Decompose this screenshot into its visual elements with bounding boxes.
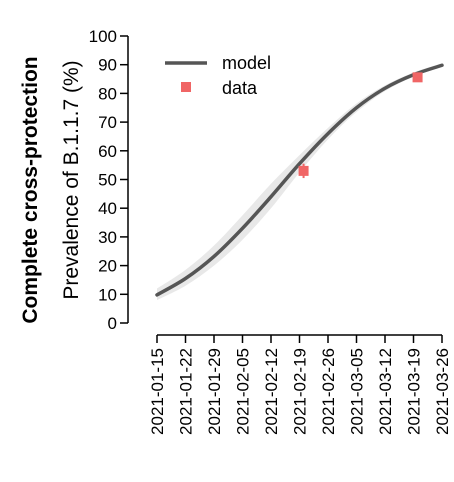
x-tick-label: 2021-01-15: [148, 348, 167, 435]
y-tick-label: 0: [108, 314, 117, 333]
x-tick-label: 2021-01-29: [205, 348, 224, 435]
x-tick-label: 2021-02-19: [291, 348, 310, 435]
y-tick-label: 40: [98, 199, 117, 218]
x-tick-label: 2021-03-19: [405, 348, 424, 435]
y-tick-label: 20: [98, 257, 117, 276]
x-tick-label: 2021-03-05: [348, 348, 367, 435]
axes: 0 10 20 30 40 50 60 70 80 90 100 2021-01-15 2021-01-…: [89, 27, 452, 435]
y-tick-label: 100: [89, 27, 117, 46]
y-axis-title: Prevalence of B.1.1.7 (%): [60, 60, 83, 299]
y-tick-label: 70: [98, 113, 117, 132]
y-tick-label: 60: [98, 142, 117, 161]
legend-model-label: model: [222, 53, 271, 73]
side-title: Complete cross-protection: [19, 56, 42, 323]
model-line: [155, 63, 444, 297]
legend-data-swatch: [181, 82, 191, 92]
model-confidence-band: [157, 63, 442, 301]
x-tick-label: 2021-03-12: [376, 348, 395, 435]
y-tick-label: 10: [98, 285, 117, 304]
plot-area: [155, 63, 444, 301]
data-point: [298, 165, 309, 176]
y-tick-label: 90: [98, 56, 117, 75]
x-tick-label: 2021-02-05: [234, 348, 253, 435]
x-tick-label: 2021-02-26: [319, 348, 338, 435]
data-point: [412, 72, 423, 83]
legend: model data: [165, 53, 271, 98]
x-tick-label: 2021-01-22: [177, 348, 196, 435]
legend-data-label: data: [222, 78, 258, 98]
y-tick-label: 80: [98, 84, 117, 103]
y-tick-label: 50: [98, 171, 117, 190]
x-tick-label: 2021-03-26: [433, 348, 452, 435]
x-tick-label: 2021-02-12: [262, 348, 281, 435]
y-tick-label: 30: [98, 228, 117, 247]
